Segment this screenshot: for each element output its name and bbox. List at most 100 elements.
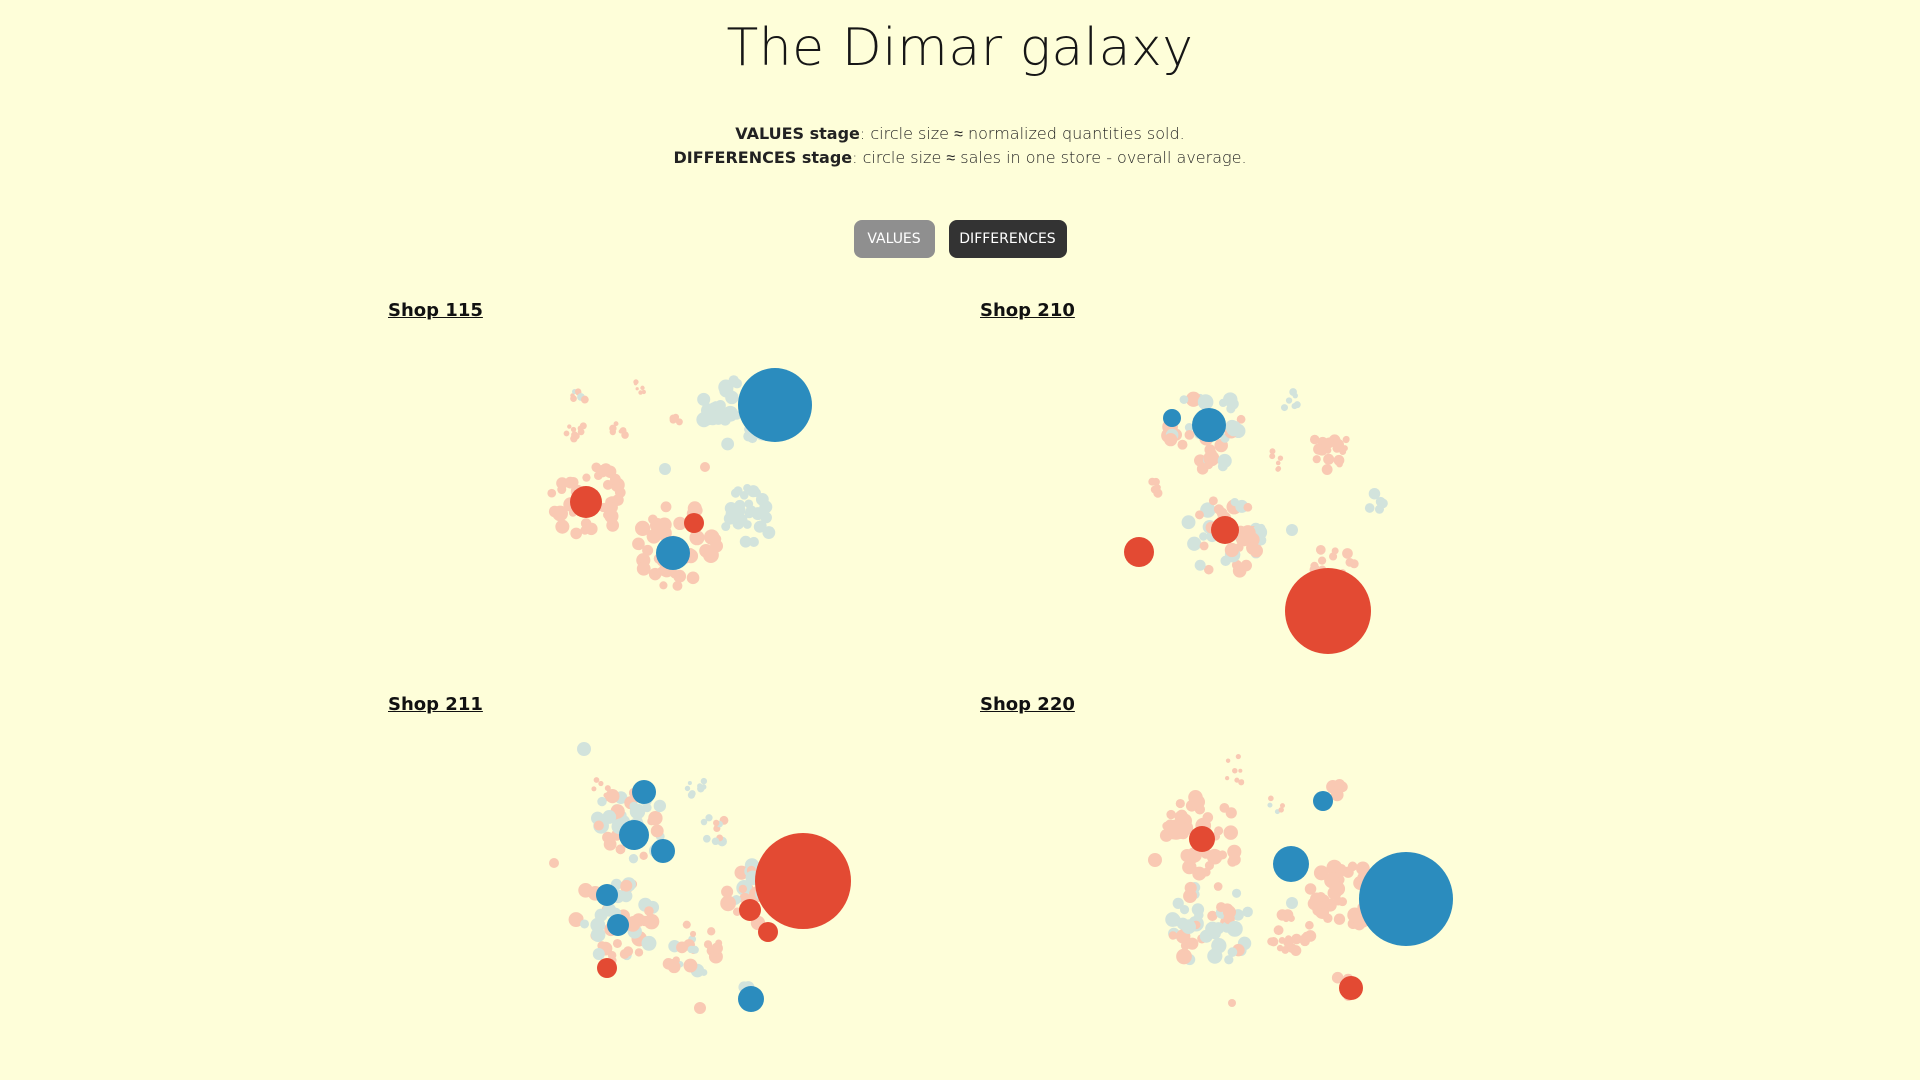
values-stage-label: VALUES stage bbox=[735, 124, 860, 143]
bubble bbox=[1291, 933, 1302, 945]
bubble bbox=[1342, 436, 1350, 444]
bubble bbox=[713, 819, 720, 827]
bubble bbox=[1231, 888, 1242, 898]
values-button[interactable]: VALUES bbox=[853, 220, 935, 258]
bubble bbox=[1342, 548, 1353, 559]
bubble bbox=[1184, 881, 1197, 895]
bubble bbox=[711, 837, 720, 846]
bubble bbox=[607, 951, 617, 960]
shop-title-220[interactable]: Shop 220 bbox=[980, 694, 1075, 715]
bubble bbox=[1224, 776, 1230, 781]
bubble bbox=[628, 854, 639, 864]
bubble bbox=[575, 388, 582, 395]
bubble bbox=[1238, 768, 1243, 773]
bubble bbox=[1285, 397, 1293, 404]
differences-stage-text: : circle size ≈ sales in one store - ove… bbox=[852, 148, 1247, 167]
bubble bbox=[582, 473, 591, 482]
bubble bbox=[1166, 809, 1176, 820]
bubble bbox=[1285, 935, 1292, 943]
bubble bbox=[1180, 848, 1194, 863]
bubble bbox=[748, 536, 759, 548]
bubble bbox=[591, 786, 597, 792]
bubble bbox=[638, 390, 643, 395]
bubble bbox=[602, 479, 613, 490]
bubble bbox=[590, 917, 606, 933]
bubble bbox=[1331, 971, 1344, 984]
bubble bbox=[643, 913, 660, 930]
bubble bbox=[1282, 909, 1294, 921]
bubble bbox=[1207, 910, 1218, 922]
bubble bbox=[1227, 947, 1238, 957]
bubble bbox=[1349, 559, 1359, 569]
bubble bbox=[1277, 455, 1284, 461]
bubble bbox=[739, 491, 749, 500]
bubble bbox=[1242, 906, 1253, 918]
bubble bbox=[1323, 453, 1335, 465]
bubble bbox=[1164, 433, 1178, 447]
bubble bbox=[1225, 758, 1231, 763]
bubble bbox=[632, 780, 656, 804]
galaxy-shop-210 bbox=[1124, 388, 1388, 654]
bubble bbox=[738, 986, 764, 1012]
bubble bbox=[1290, 945, 1302, 956]
bubble bbox=[715, 400, 726, 411]
bubble bbox=[688, 790, 696, 797]
bubble bbox=[1267, 802, 1273, 808]
bubble bbox=[592, 947, 605, 960]
bubble bbox=[1164, 819, 1177, 832]
bubble bbox=[1330, 881, 1346, 897]
bubble bbox=[636, 561, 651, 576]
bubble bbox=[1184, 423, 1194, 432]
bubble bbox=[721, 885, 734, 898]
bubble bbox=[1257, 523, 1266, 532]
differences-button[interactable]: DIFFERENCES bbox=[948, 220, 1067, 258]
bubble bbox=[1189, 826, 1215, 852]
bubble bbox=[1169, 831, 1178, 840]
shop-title-210[interactable]: Shop 210 bbox=[980, 300, 1075, 321]
bubble bbox=[1226, 920, 1243, 937]
shop-title-211[interactable]: Shop 211 bbox=[388, 694, 483, 715]
bubble bbox=[1331, 547, 1339, 555]
bubble bbox=[633, 379, 639, 385]
bubble bbox=[675, 418, 683, 426]
bubble bbox=[1323, 913, 1333, 923]
bubble bbox=[733, 486, 743, 496]
bubble bbox=[1172, 897, 1184, 909]
bubble bbox=[719, 414, 731, 426]
bubble bbox=[1310, 561, 1319, 570]
bubble bbox=[1324, 446, 1332, 454]
description: VALUES stage: circle size ≈ normalized q… bbox=[0, 122, 1920, 170]
stage-toggle: VALUES DIFFERENCES bbox=[0, 220, 1920, 258]
bubble bbox=[1273, 925, 1284, 936]
bubble bbox=[580, 919, 590, 929]
bubble bbox=[1275, 460, 1281, 466]
bubble bbox=[609, 473, 621, 485]
bubble bbox=[1200, 502, 1216, 518]
bubble bbox=[1181, 919, 1196, 935]
bubble bbox=[604, 785, 611, 792]
bubble bbox=[1174, 810, 1189, 824]
bubble bbox=[1191, 903, 1205, 916]
bubble bbox=[1236, 414, 1246, 424]
bubble bbox=[1225, 807, 1237, 819]
bubble bbox=[577, 742, 591, 756]
bubble bbox=[627, 916, 640, 929]
bubble bbox=[1204, 460, 1214, 470]
bubble bbox=[570, 527, 583, 540]
bubble bbox=[597, 958, 617, 978]
bubble bbox=[739, 535, 752, 548]
bubble bbox=[687, 945, 695, 954]
bubble bbox=[1278, 807, 1284, 813]
bubble bbox=[1364, 503, 1375, 513]
bubble bbox=[1235, 753, 1241, 760]
bubble bbox=[1176, 948, 1192, 965]
values-stage-description: VALUES stage: circle size ≈ normalized q… bbox=[0, 122, 1920, 146]
bubble bbox=[648, 514, 658, 525]
bubble bbox=[711, 533, 722, 545]
shop-title-115[interactable]: Shop 115 bbox=[388, 300, 483, 321]
bubble bbox=[1355, 861, 1370, 876]
bubble bbox=[615, 844, 626, 855]
bubble bbox=[700, 784, 707, 790]
bubble bbox=[1339, 976, 1363, 1000]
bubble bbox=[567, 424, 572, 429]
